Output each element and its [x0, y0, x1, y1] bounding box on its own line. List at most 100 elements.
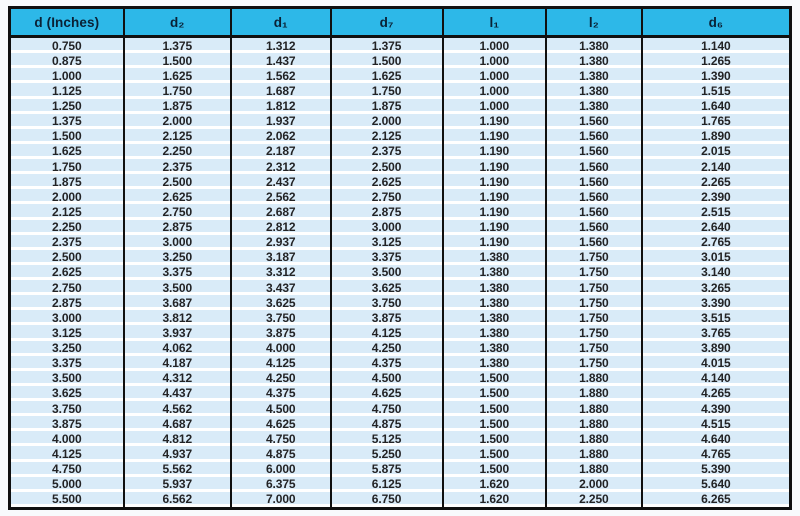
table-cell: 3.875	[11, 416, 125, 432]
table-cell: 4.875	[231, 446, 332, 462]
table-cell: 1.625	[331, 68, 444, 84]
table-cell: 1.500	[443, 461, 548, 477]
table-row: 0.875 1.500 1.437 1.500 1.000 1.380 1.265	[11, 53, 789, 69]
table-cell: 2.562	[231, 189, 332, 205]
table-cell: 1.880	[547, 431, 643, 447]
table-cell: 1.500	[11, 128, 125, 144]
table-cell: 4.250	[331, 340, 444, 356]
table-cell: 1.560	[547, 128, 643, 144]
table-cell: 1.620	[443, 491, 548, 507]
column-header: l₂	[547, 9, 643, 38]
table-cell: 2.250	[547, 491, 643, 507]
table-cell: 1.750	[124, 83, 232, 99]
table-cell: 1.750	[547, 310, 643, 326]
table-cell: 3.125	[11, 325, 125, 341]
dimension-table: d (Inches) d₂ d₁ d₇ l₁ l₂ d₆ 0.750 1.375 1.312 1.…	[8, 6, 792, 510]
table-cell: 3.515	[642, 310, 789, 326]
table-cell: 0.875	[11, 53, 125, 69]
table-row: 2.750 3.500 3.437 3.625 1.380 1.750 3.265	[11, 280, 789, 296]
table-cell: 1.265	[642, 53, 789, 69]
table-cell: 1.560	[547, 189, 643, 205]
table-row: 2.250 2.875 2.812 3.000 1.190 1.560 2.640	[11, 219, 789, 235]
table-cell: 1.380	[547, 38, 643, 54]
table-cell: 1.190	[443, 234, 548, 250]
table-row: 1.250 1.875 1.812 1.875 1.000 1.380 1.640	[11, 98, 789, 114]
table-cell: 4.140	[642, 370, 789, 386]
table-row: 1.375 2.000 1.937 2.000 1.190 1.560 1.765	[11, 113, 789, 129]
table-cell: 2.125	[331, 128, 444, 144]
table-cell: 3.500	[11, 370, 125, 386]
table-cell: 1.380	[547, 83, 643, 99]
table-cell: 2.062	[231, 128, 332, 144]
table-cell: 2.125	[11, 204, 125, 220]
table-row: 2.125 2.750 2.687 2.875 1.190 1.560 2.515	[11, 204, 789, 220]
table-cell: 1.750	[547, 249, 643, 265]
table-row: 2.000 2.625 2.562 2.750 1.190 1.560 2.390	[11, 189, 789, 205]
table-cell: 1.000	[443, 98, 548, 114]
table-cell: 7.000	[231, 491, 332, 507]
table-cell: 2.125	[124, 128, 232, 144]
table-cell: 1.190	[443, 113, 548, 129]
table-row: 5.500 6.562 7.000 6.750 1.620 2.250 6.265	[11, 491, 789, 507]
table-row: 1.125 1.750 1.687 1.750 1.000 1.380 1.515	[11, 83, 789, 99]
table-body: 0.750 1.375 1.312 1.375 1.000 1.380 1.140 0.875…	[11, 38, 789, 507]
table-cell: 4.062	[124, 340, 232, 356]
table-cell: 2.140	[642, 159, 789, 175]
table-cell: 3.890	[642, 340, 789, 356]
table-row: 4.125 4.937 4.875 5.250 1.500 1.880 4.765	[11, 446, 789, 462]
table-row: 3.750 4.562 4.500 4.750 1.500 1.880 4.390	[11, 401, 789, 417]
table-cell: 1.190	[443, 143, 548, 159]
column-header: d₇	[331, 9, 444, 38]
table-cell: 4.125	[231, 355, 332, 371]
table-cell: 5.000	[11, 476, 125, 492]
table-cell: 6.375	[231, 476, 332, 492]
table-row: 1.500 2.125 2.062 2.125 1.190 1.560 1.890	[11, 128, 789, 144]
table-cell: 1.880	[547, 401, 643, 417]
table-cell: 6.562	[124, 491, 232, 507]
table-cell: 1.375	[331, 38, 444, 54]
table-cell: 4.750	[331, 401, 444, 417]
table-row: 3.250 4.062 4.000 4.250 1.380 1.750 3.890	[11, 340, 789, 356]
table-cell: 1.560	[547, 113, 643, 129]
table-cell: 1.380	[443, 295, 548, 311]
table-cell: 1.560	[547, 143, 643, 159]
table-cell: 4.000	[231, 340, 332, 356]
table-cell: 2.000	[11, 189, 125, 205]
table-cell: 0.750	[11, 38, 125, 54]
table-cell: 2.515	[642, 204, 789, 220]
table-cell: 1.750	[11, 159, 125, 175]
table-row: 1.000 1.625 1.562 1.625 1.000 1.380 1.390	[11, 68, 789, 84]
table-cell: 1.000	[443, 53, 548, 69]
table-cell: 2.937	[231, 234, 332, 250]
table-cell: 1.560	[547, 234, 643, 250]
table-cell: 2.265	[642, 174, 789, 190]
table-cell: 4.812	[124, 431, 232, 447]
table-cell: 1.620	[443, 476, 548, 492]
table-cell: 3.125	[331, 234, 444, 250]
table-cell: 1.750	[547, 325, 643, 341]
table-cell: 1.380	[547, 98, 643, 114]
table-cell: 1.437	[231, 53, 332, 69]
table-cell: 4.125	[331, 325, 444, 341]
table-cell: 4.250	[231, 370, 332, 386]
table-cell: 4.390	[642, 401, 789, 417]
table-row: 3.375 4.187 4.125 4.375 1.380 1.750 4.015	[11, 355, 789, 371]
table-cell: 5.875	[331, 461, 444, 477]
table-cell: 2.000	[331, 113, 444, 129]
table-cell: 1.750	[547, 264, 643, 280]
table-cell: 1.500	[124, 53, 232, 69]
table-row: 1.750 2.375 2.312 2.500 1.190 1.560 2.140	[11, 159, 789, 175]
table-cell: 1.500	[443, 370, 548, 386]
table-cell: 3.250	[11, 340, 125, 356]
table-cell: 1.390	[642, 68, 789, 84]
table-row: 2.875 3.687 3.625 3.750 1.380 1.750 3.390	[11, 295, 789, 311]
table-cell: 4.437	[124, 385, 232, 401]
table-cell: 2.500	[11, 249, 125, 265]
table-cell: 2.312	[231, 159, 332, 175]
table-cell: 1.560	[547, 219, 643, 235]
table-row: 4.000 4.812 4.750 5.125 1.500 1.880 4.640	[11, 431, 789, 447]
table-cell: 2.000	[124, 113, 232, 129]
table-cell: 2.765	[642, 234, 789, 250]
table-cell: 2.437	[231, 174, 332, 190]
table-cell: 1.880	[547, 385, 643, 401]
